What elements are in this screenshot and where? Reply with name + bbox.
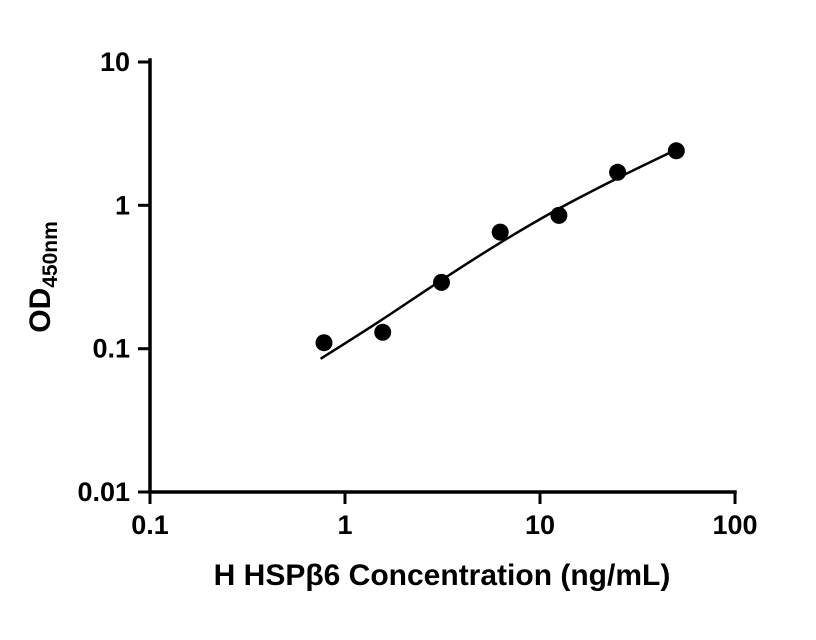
y-tick-label: 0.1 — [92, 334, 130, 364]
y-axis-title-subscript: 450nm — [39, 221, 62, 288]
series-layer — [315, 142, 685, 360]
data-point — [433, 273, 450, 291]
tick-layer — [138, 60, 737, 504]
data-point — [609, 163, 627, 181]
x-tick-label: 1 — [337, 510, 352, 540]
data-point — [550, 206, 568, 224]
x-tick-label: 0.1 — [131, 510, 169, 540]
y-tick-label: 0.01 — [77, 477, 130, 507]
x-tick-label: 10 — [525, 510, 555, 540]
y-axis-title: OD450nm — [24, 221, 62, 333]
x-tick-label: 100 — [712, 510, 757, 540]
fit-curve — [319, 148, 677, 360]
data-point — [315, 334, 333, 352]
y-tick-label: 10 — [100, 47, 130, 77]
data-point — [491, 223, 509, 241]
y-axis-title-main: OD — [24, 288, 57, 333]
y-tick-label: 1 — [115, 190, 130, 220]
x-axis-title: H HSPβ6 Concentration (ng/mL) — [214, 559, 671, 592]
data-point — [667, 142, 685, 160]
data-point — [374, 323, 392, 341]
